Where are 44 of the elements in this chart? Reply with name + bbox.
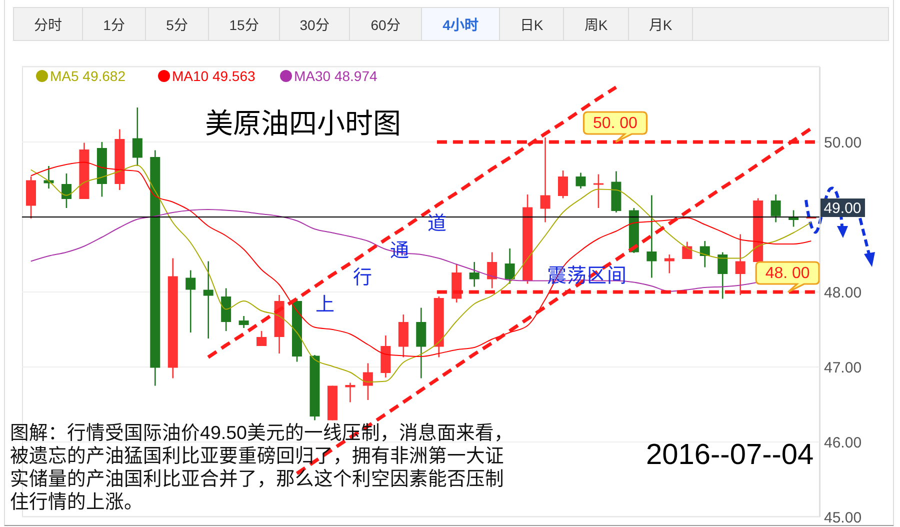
tab[interactable]: 月K (629, 8, 693, 40)
ref-line-label: 48. 00 (765, 264, 810, 282)
y-tick-label: 50.00 (824, 134, 862, 152)
tab[interactable]: 日K (500, 8, 564, 40)
candlestick (504, 248, 515, 284)
tab[interactable]: 周K (564, 8, 629, 40)
ref-line-label: 50. 00 (592, 114, 638, 132)
candlestick (345, 382, 356, 403)
candlestick (593, 174, 604, 209)
candlestick (770, 194, 781, 223)
tab[interactable]: 15分 (209, 8, 280, 40)
candlestick (61, 172, 72, 209)
tab[interactable]: 分时 (14, 8, 83, 40)
tab[interactable]: 4小时 (422, 8, 500, 40)
legend-label: MA10 49.563 (172, 68, 256, 84)
candlestick (682, 241, 692, 260)
line-series (30, 209, 758, 292)
tab[interactable]: 30分 (280, 8, 350, 40)
y-tick-label: 48.00 (824, 284, 862, 302)
candlestick (186, 270, 196, 334)
ref-line-label: 49.00 (824, 199, 862, 216)
candlestick (203, 260, 214, 340)
candlestick (540, 136, 550, 223)
tab[interactable]: 5分 (146, 8, 209, 40)
candlestick (718, 252, 728, 300)
y-tick-label: 46.00 (824, 434, 862, 452)
candlestick (558, 170, 568, 199)
tab[interactable]: 1分 (83, 8, 146, 40)
y-tick-label: 47.00 (824, 359, 862, 376)
y-tick-label: 45.00 (824, 509, 862, 526)
candlestick (664, 254, 674, 274)
text: 美原油四小时图 (205, 109, 401, 140)
candlestick (487, 252, 498, 289)
candlestick (238, 315, 249, 329)
legend-label: MA5 49.682 (50, 68, 126, 84)
candlestick (256, 330, 267, 347)
legend-label: MA30 48.974 (294, 68, 378, 84)
candlestick (132, 106, 142, 167)
candlestick (735, 234, 746, 296)
candlestick (362, 362, 373, 401)
candlestick (469, 261, 480, 288)
annotation: 2016--07--04 (646, 439, 814, 471)
candlestick (646, 194, 657, 278)
candlestick (576, 172, 586, 190)
